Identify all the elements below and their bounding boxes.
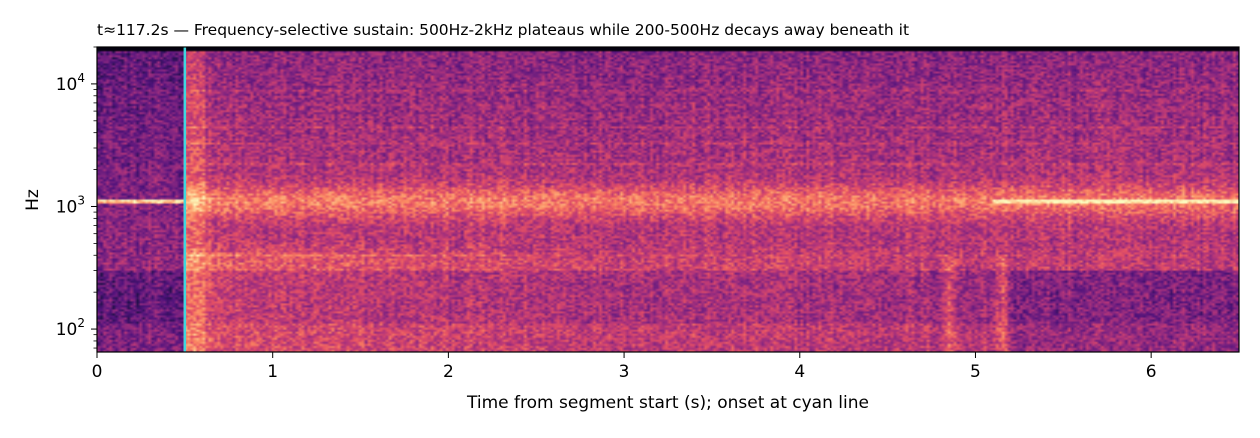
x-tick-label: 6 bbox=[1146, 362, 1157, 382]
x-tick-label: 4 bbox=[794, 362, 805, 382]
y-tick-label: 104 bbox=[56, 71, 85, 95]
plot-frame bbox=[96, 46, 1240, 353]
plot-area bbox=[96, 46, 1240, 353]
x-axis: 0 1 2 3 4 5 6 bbox=[92, 352, 1157, 382]
chart-title: t≈117.2s — Frequency-selective sustain: … bbox=[97, 21, 909, 39]
x-tick-label: 5 bbox=[970, 362, 981, 382]
y-tick-label: 103 bbox=[56, 193, 85, 217]
x-tick-label: 0 bbox=[92, 362, 103, 382]
spectrogram-heatmap bbox=[97, 47, 1239, 352]
y-axis: 102 103 104 bbox=[56, 46, 97, 349]
y-axis-label: Hz bbox=[23, 189, 43, 211]
x-tick-label: 2 bbox=[443, 362, 454, 382]
x-tick-label: 3 bbox=[619, 362, 630, 382]
x-tick-label: 1 bbox=[267, 362, 278, 382]
y-tick-label: 102 bbox=[56, 316, 85, 340]
x-axis-label: Time from segment start (s); onset at cy… bbox=[466, 393, 869, 413]
